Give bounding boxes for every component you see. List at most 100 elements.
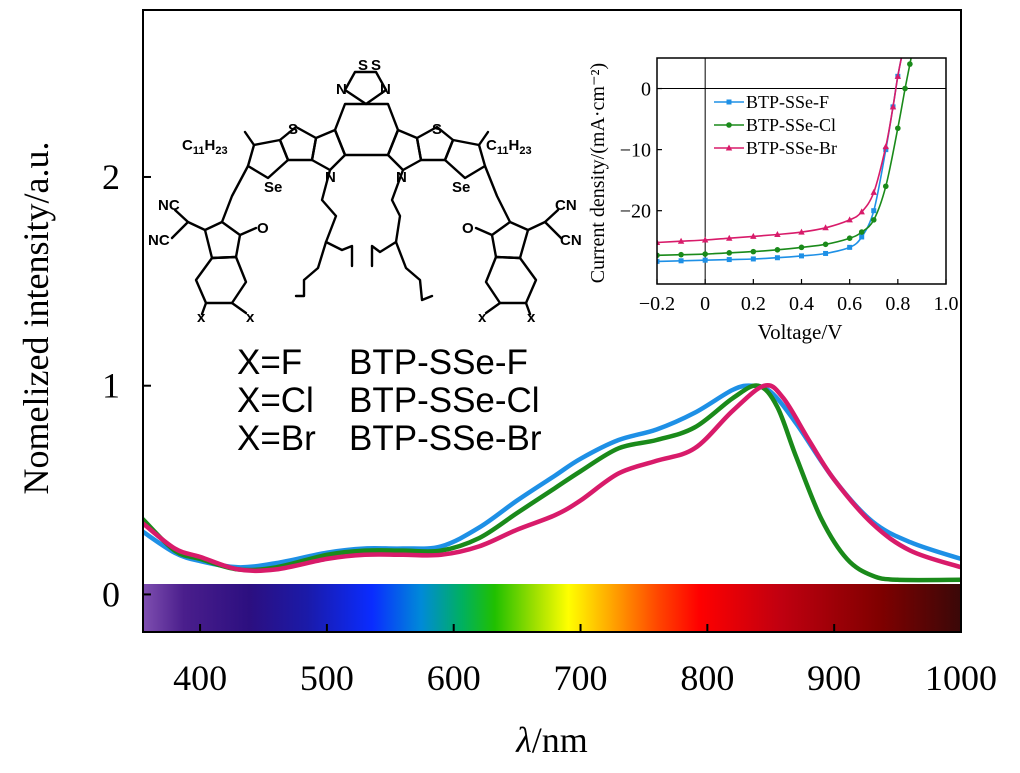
atom-label-left-o: O — [257, 220, 269, 237]
right-carbonyl-bond — [474, 226, 494, 237]
main-x-ticks: 400 500 600 700 800 900 1000 — [173, 624, 997, 698]
jv-point-btp-sse-cl — [702, 251, 708, 257]
atom-label-right-s: S — [432, 121, 442, 138]
jv-point-btp-sse-f — [702, 257, 708, 263]
x-tick-label: 700 — [554, 658, 608, 698]
inset-x-ticks: −0.2 0 0.2 0.4 0.6 0.8 1.0 — [639, 279, 959, 315]
right-n-alkyl-branch — [370, 240, 398, 268]
y-tick-label: 1 — [102, 366, 120, 406]
legend-marker-btp-sse-cl — [726, 122, 732, 128]
jv-point-btp-sse-cl — [678, 251, 684, 258]
structure-legend-row-cl: X=Cl BTP-SSe-Cl — [237, 382, 542, 420]
y-tick-label: 2 — [102, 157, 120, 197]
jv-point-btp-sse-br — [798, 228, 805, 235]
jv-point-btp-sse-br — [701, 236, 709, 243]
left-halogen-bonds — [200, 301, 208, 316]
right-benzo-ring — [484, 255, 538, 305]
structure-legend-x: X=F — [237, 343, 303, 382]
jv-point-btp-sse-f — [859, 234, 865, 240]
right-pyrrole-ring — [386, 128, 423, 172]
jv-point-btp-sse-f — [871, 208, 877, 214]
left-n-alkyl-chain — [294, 168, 338, 298]
jv-point-btp-sse-f — [678, 258, 684, 264]
jv-point-btp-sse-br — [726, 234, 733, 241]
structure-legend: X=F BTP-SSe-F X=Cl BTP-SSe-Cl X=Br BTP-SSe-… — [237, 344, 542, 458]
structure-legend-row-br: X=Br BTP-SSe-Br — [237, 420, 542, 458]
jv-point-btp-sse-cl — [907, 61, 913, 67]
atom-label-left-n: N — [325, 169, 336, 186]
structure-legend-row-f: X=F BTP-SSe-F — [237, 344, 542, 382]
inset-legend: BTP-SSe-F BTP-SSe-Cl BTP-SSe-Br — [714, 92, 837, 158]
jv-point-btp-sse-cl — [882, 183, 889, 190]
jv-point-btp-sse-cl — [870, 217, 877, 223]
inset-zero-lines — [657, 58, 946, 284]
jv-inset-chart: −0.2 0 0.2 0.4 0.6 0.8 1.0 0−10−20 BTP-SSe-FBT… — [587, 49, 959, 344]
left-indanone-ring — [203, 220, 242, 260]
structure-legend-name: BTP-SSe-Cl — [349, 381, 540, 420]
atom-label-right-cn-top: CN — [555, 197, 577, 214]
atom-label-right-x2: x — [527, 309, 536, 326]
jv-point-btp-sse-br — [894, 72, 902, 79]
jv-point-btp-sse-br — [774, 231, 781, 238]
jv-point-btp-sse-f — [750, 256, 756, 262]
jv-point-btp-sse-cl — [726, 250, 733, 256]
right-alkyl-bond — [477, 130, 490, 147]
x-tick-label: 1000 — [925, 658, 997, 698]
legend-label-btp-sse-br: BTP-SSe-Br — [746, 138, 837, 158]
x-tick-label: 600 — [427, 658, 481, 698]
legend-marker-btp-sse-br — [725, 144, 733, 151]
jv-point-btp-sse-br — [846, 216, 853, 223]
atom-label-left-nc-bottom: NC — [148, 232, 170, 249]
jv-point-btp-sse-cl — [895, 125, 901, 132]
inset-y-ticks: 0 −10 −20 — [620, 79, 662, 223]
jv-point-btp-sse-cl — [750, 248, 757, 255]
inset-y-axis-label: Current density/(mA·cm⁻²) — [587, 63, 609, 283]
jv-point-btp-sse-f — [774, 255, 780, 261]
atom-label-left-nc-top: NC — [158, 197, 180, 214]
inset-x-axis-label: Voltage/V — [758, 320, 843, 344]
structure-legend-x: X=Br — [237, 419, 316, 458]
right-dicyano-bond-2 — [543, 220, 563, 240]
inset-x-tick-label: 0.4 — [789, 293, 814, 315]
jv-point-btp-sse-cl — [774, 246, 781, 253]
y-tick-label: 0 — [102, 574, 120, 614]
atom-label-left-s: S — [288, 121, 298, 138]
atom-label-thiadiazole-n-left: N — [336, 81, 347, 98]
inset-x-tick-label: 0 — [700, 293, 710, 315]
atom-label-right-n: N — [396, 169, 407, 186]
structure-legend-name: BTP-SSe-F — [349, 343, 528, 382]
x-tick-label: 900 — [807, 658, 861, 698]
jv-point-btp-sse-br — [858, 208, 865, 215]
atom-label-left-x2: x — [246, 309, 255, 326]
inset-x-tick-label: −0.2 — [639, 293, 675, 315]
right-halogen-bonds — [484, 301, 502, 315]
inset-y-tick-label: −20 — [620, 201, 651, 223]
atom-label-right-o: O — [462, 220, 474, 237]
right-vinyl-bond — [483, 164, 512, 224]
jv-point-btp-sse-br — [889, 103, 897, 110]
structure-legend-name: BTP-SSe-Br — [349, 419, 542, 458]
atom-label-thiadiazole-n-right: N — [380, 81, 391, 98]
left-benzo-ring — [194, 255, 248, 305]
inset-y-tick-label: 0 — [641, 79, 651, 101]
jv-point-btp-sse-br — [882, 143, 889, 150]
inset-x-tick-label: 0.8 — [885, 293, 910, 315]
atom-label-right-alkyl: C11H23 — [486, 137, 532, 157]
left-pyrrole-ring — [310, 128, 347, 172]
atom-label-left-se: Se — [264, 179, 282, 196]
jv-point-btp-sse-cl — [822, 241, 829, 248]
left-vinyl-bond — [220, 164, 250, 224]
jv-point-btp-sse-f — [726, 257, 732, 263]
right-selenophene-ring — [443, 138, 487, 180]
inset-x-tick-label: 1.0 — [934, 293, 959, 315]
left-halogen-bonds-2 — [230, 301, 248, 315]
main-plot-frame — [142, 9, 962, 633]
atom-label-thiadiazole-s: S — [358, 57, 368, 74]
jv-point-btp-sse-br — [822, 224, 829, 231]
jv-point-btp-sse-f — [900, 49, 905, 54]
jv-point-btp-sse-cl — [798, 244, 805, 251]
atom-label-right-cn-bottom: CN — [560, 232, 582, 249]
main-y-ticks: 0 1 2 — [102, 157, 151, 614]
left-dicyano-bond-2 — [170, 220, 190, 240]
